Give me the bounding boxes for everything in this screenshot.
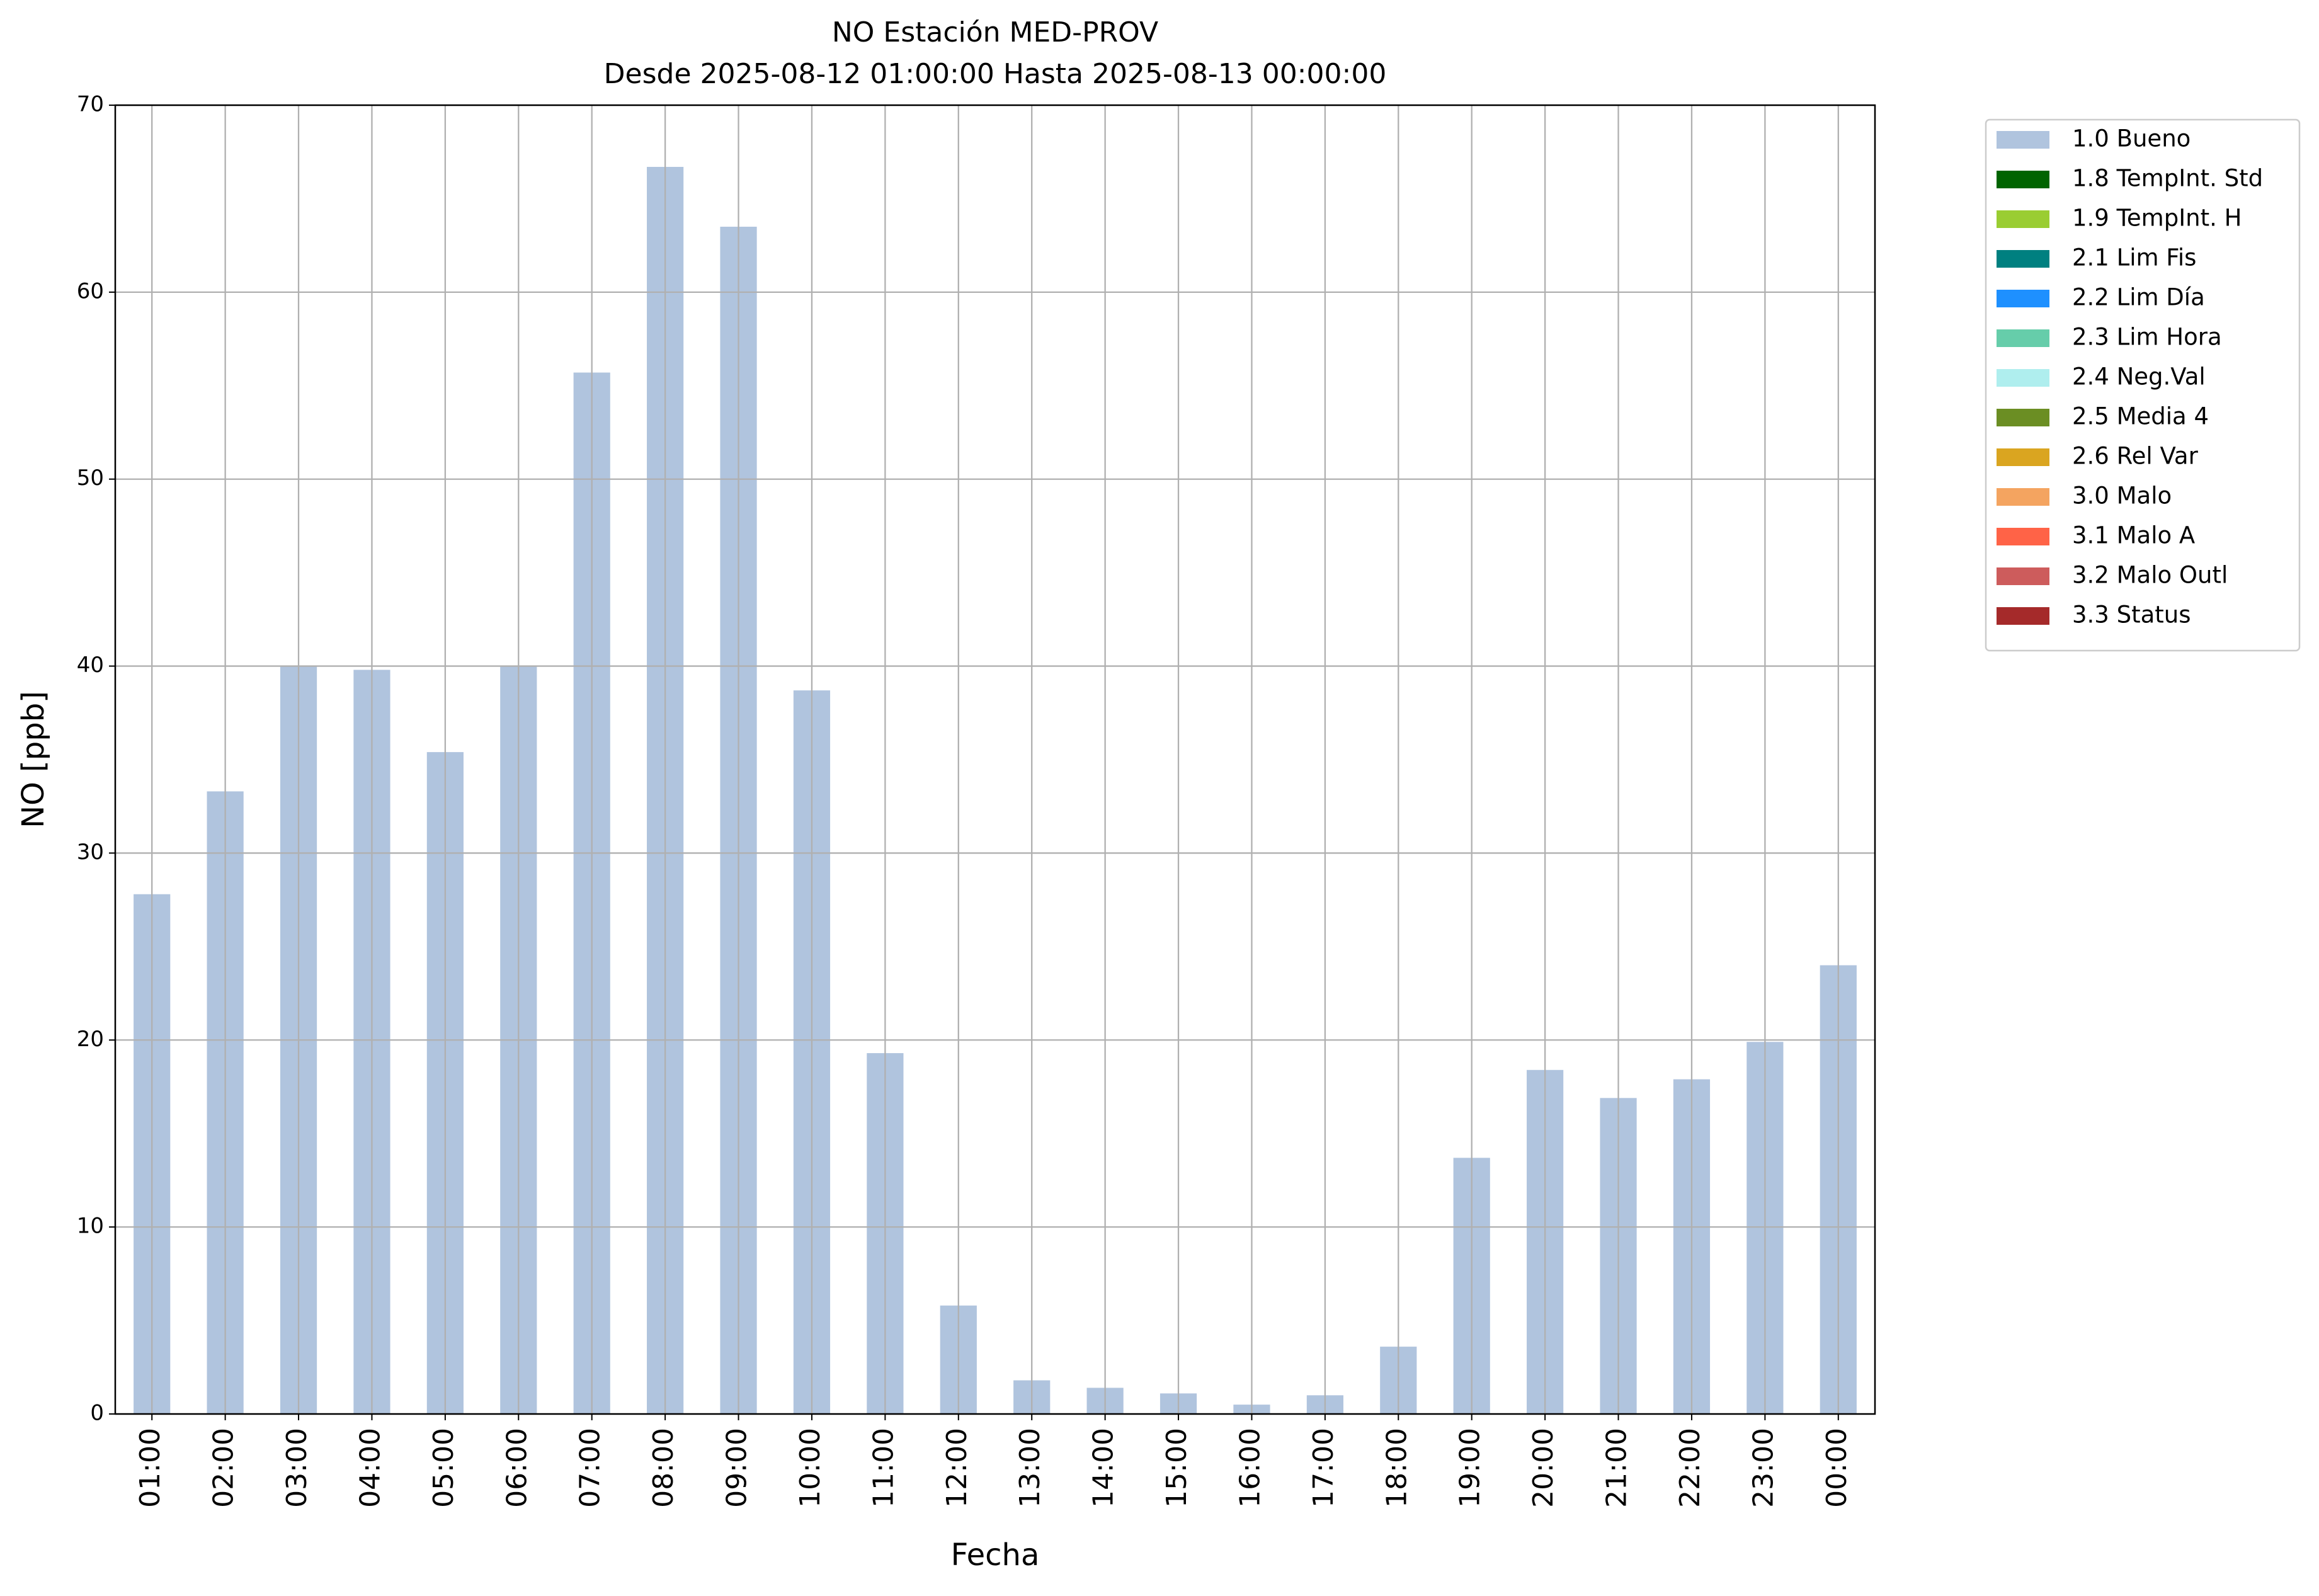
legend-swatch: [1997, 528, 2049, 545]
legend-label: 2.6 Rel Var: [2072, 443, 2199, 470]
y-tick-label: 20: [77, 1027, 104, 1052]
legend-label: 2.4 Neg.Val: [2072, 363, 2206, 390]
y-tick-label: 70: [77, 92, 104, 117]
x-tick-label: 06:00: [501, 1428, 533, 1508]
x-axis-label: Fecha: [951, 1537, 1040, 1573]
x-tick-label: 23:00: [1747, 1428, 1779, 1508]
x-tick-label: 07:00: [574, 1428, 607, 1508]
legend-label: 2.1 Lim Fis: [2072, 244, 2196, 271]
x-tick-label: 05:00: [428, 1428, 460, 1508]
x-tick-label: 21:00: [1601, 1428, 1633, 1508]
legend-label: 1.8 TempInt. Std: [2072, 165, 2263, 192]
legend-swatch: [1997, 171, 2049, 188]
x-tick-label: 20:00: [1527, 1428, 1559, 1508]
legend-label: 3.3 Status: [2072, 601, 2191, 629]
legend-label: 3.2 Malo Outl: [2072, 562, 2228, 589]
legend-label: 1.9 TempInt. H: [2072, 205, 2242, 232]
legend-label: 3.1 Malo A: [2072, 522, 2195, 549]
x-tick-label: 17:00: [1308, 1428, 1340, 1508]
x-tick-label: 15:00: [1161, 1428, 1193, 1508]
chart-subtitle: Desde 2025-08-12 01:00:00 Hasta 2025-08-…: [604, 58, 1387, 90]
legend-swatch: [1997, 607, 2049, 625]
y-tick-label: 10: [77, 1214, 104, 1239]
x-tick-label: 16:00: [1234, 1428, 1266, 1508]
plot-frame: [114, 104, 1876, 1415]
x-tick-label: 01:00: [134, 1428, 166, 1508]
x-tick-label: 10:00: [794, 1428, 826, 1508]
chart-title: NO Estación MED-PROV: [832, 16, 1158, 48]
y-tick-label: 50: [77, 465, 104, 491]
legend-swatch: [1997, 448, 2049, 466]
x-tick-label: 03:00: [281, 1428, 313, 1508]
legend-box: [1985, 118, 2301, 652]
x-tick-label: 19:00: [1454, 1428, 1486, 1508]
legend-swatch: [1997, 210, 2049, 228]
x-tick-label: 13:00: [1014, 1428, 1046, 1508]
legend-swatch: [1997, 369, 2049, 387]
y-tick-label: 60: [77, 278, 104, 304]
legend-swatch: [1997, 329, 2049, 347]
y-tick-label: 30: [77, 840, 104, 865]
legend-label: 3.0 Malo: [2072, 482, 2172, 510]
x-tick-label: 02:00: [208, 1428, 240, 1508]
x-tick-label: 09:00: [721, 1428, 753, 1508]
x-tick-label: 08:00: [647, 1428, 680, 1508]
x-tick-label: 11:00: [867, 1428, 899, 1508]
legend-swatch: [1997, 567, 2049, 585]
x-tick-label: 12:00: [941, 1428, 973, 1508]
legend-swatch: [1997, 290, 2049, 307]
y-tick-label: 0: [90, 1401, 104, 1426]
legend-swatch: [1997, 250, 2049, 268]
legend-label: 1.0 Bueno: [2072, 125, 2191, 152]
legend-label: 2.5 Media 4: [2072, 403, 2209, 430]
x-tick-label: 18:00: [1381, 1428, 1413, 1508]
legend-swatch: [1997, 488, 2049, 506]
legend-swatch: [1997, 409, 2049, 426]
legend-label: 2.3 Lim Hora: [2072, 324, 2222, 351]
legend-swatch: [1997, 131, 2049, 149]
x-tick-label: 04:00: [354, 1428, 386, 1508]
x-tick-label: 14:00: [1088, 1428, 1120, 1508]
y-tick-label: 40: [77, 653, 104, 678]
legend-label: 2.2 Lim Día: [2072, 284, 2205, 311]
x-tick-label: 22:00: [1674, 1428, 1706, 1508]
x-tick-label: 00:00: [1821, 1428, 1853, 1508]
y-axis-label: NO [ppb]: [16, 691, 51, 828]
